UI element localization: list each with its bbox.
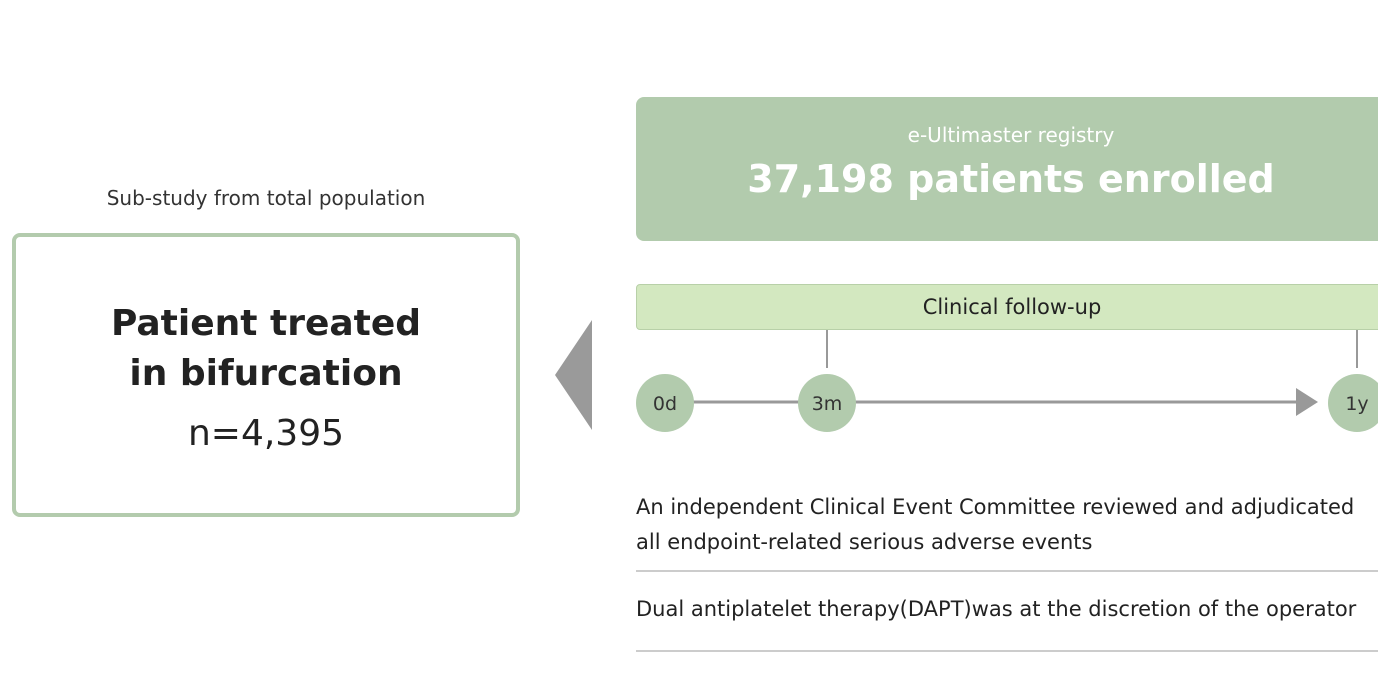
followup-label: Clinical follow-up [922,295,1102,319]
note: An independent Clinical Event Committee … [636,490,1378,572]
note: Dual antiplatelet therapy(DAPT)was at th… [636,592,1378,652]
timepoint: 1y [1345,393,1368,415]
followup-bar: Clinical follow-up [636,284,1378,330]
timeline: 0d 3m 1y [636,330,1378,432]
registry-headline: 37,198 patients enrolled [747,157,1275,201]
arrow-left [555,320,592,430]
box-title: Patient treated [110,303,422,344]
box-count: n=4,395 [187,413,345,454]
substudy-box: Patient treated in bifurcation n=4,395 [12,233,520,517]
box-title: in bifurcation [129,353,403,394]
caption: Sub-study from total population [106,186,426,210]
registry-name: e-Ultimaster registry [907,123,1115,147]
timepoint: 3m [812,393,843,415]
timepoint: 0d [653,393,677,415]
registry-box: e-Ultimaster registry 37,198 patients en… [636,97,1378,241]
